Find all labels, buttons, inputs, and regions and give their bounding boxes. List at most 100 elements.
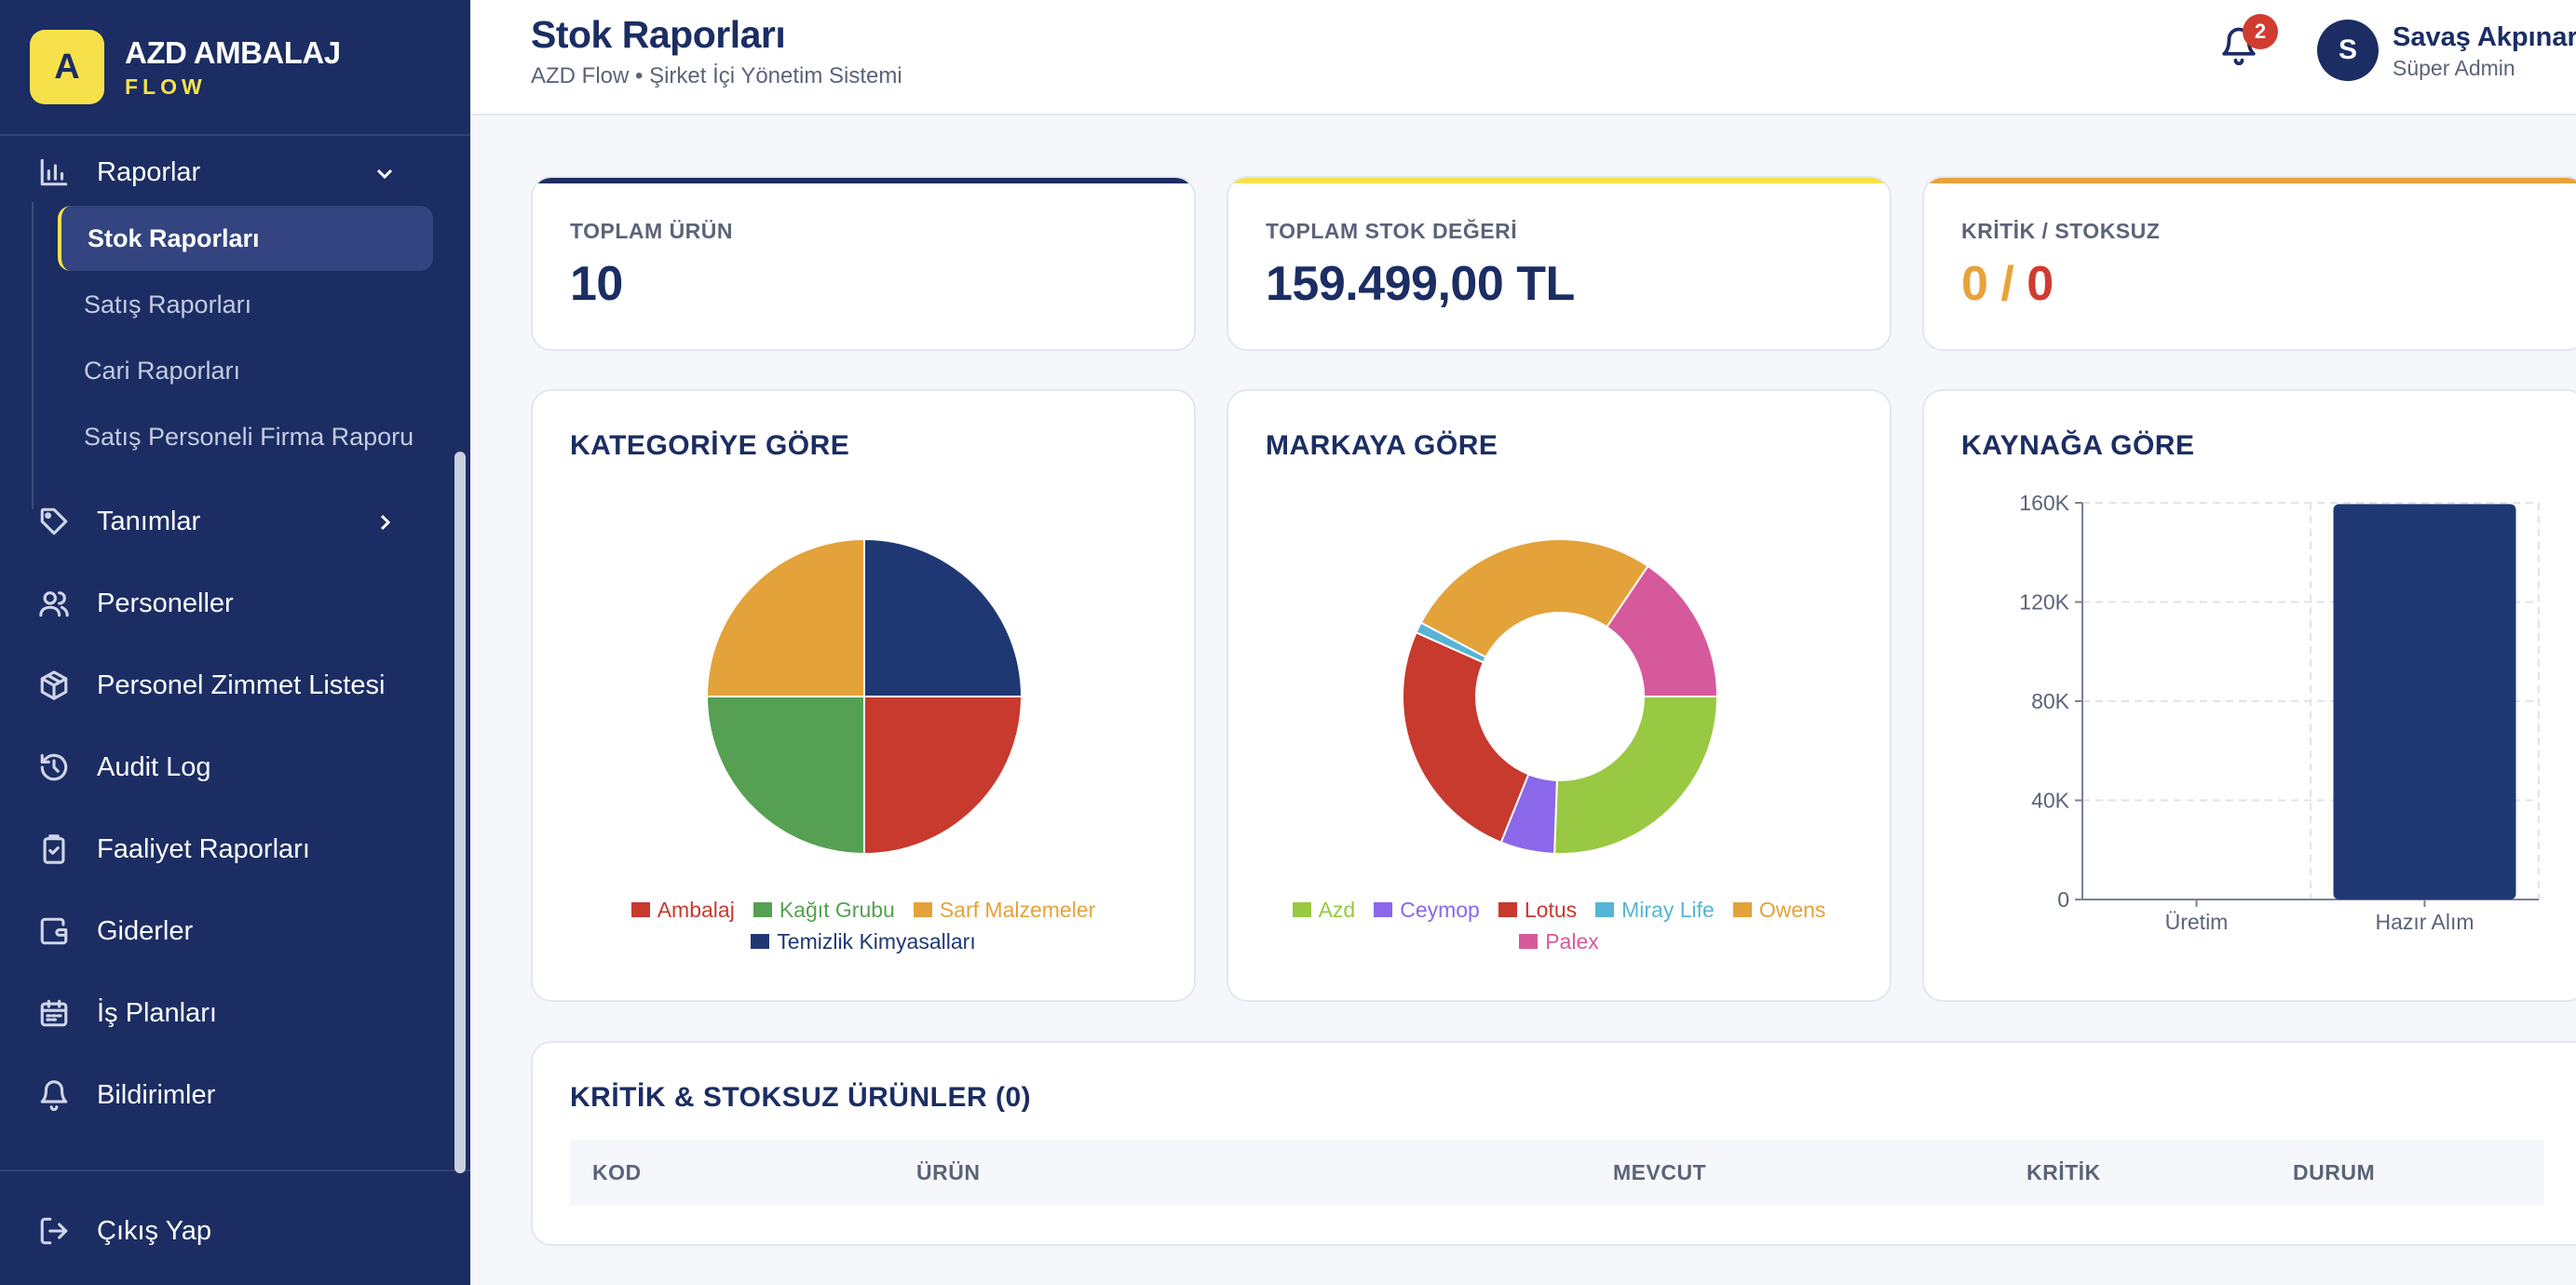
y-tick-label: 160K — [2019, 491, 2069, 515]
logout-button[interactable]: Çıkış Yap — [0, 1201, 447, 1261]
column-header-kod[interactable]: KOD — [592, 1160, 642, 1184]
chart-legend: Ambalaj Kağıt Grubu Sarf Malzemeler Temizli… — [533, 894, 1194, 957]
legend-swatch — [751, 934, 770, 949]
top-header: Stok Raporları AZD Flow • Şirket İçi Yön… — [470, 0, 2576, 115]
tag-icon — [37, 505, 71, 538]
sidebar-item-label: Personeller — [97, 588, 234, 618]
sidebar-item-giderler[interactable]: Giderler — [0, 901, 447, 961]
table-title: KRİTİK & STOKSUZ ÜRÜNLER (0) — [570, 1082, 1032, 1113]
avatar[interactable]: S — [2317, 20, 2379, 81]
sidebar-item-personel-zimmet-listesi[interactable]: Personel Zimmet Listesi — [0, 656, 447, 715]
legend-item-lotus[interactable]: Lotus — [1498, 894, 1577, 926]
legend-swatch — [752, 902, 772, 917]
wallet-icon — [37, 914, 71, 948]
page-title: Stok Raporları — [531, 13, 786, 56]
sidebar-item-audit-log[interactable]: Audit Log — [0, 737, 447, 797]
stat-value: 159.499,00 TL — [1266, 257, 1575, 311]
pie-slice-ambalaj[interactable] — [863, 696, 1024, 856]
sidebar-item-raporlar[interactable]: Raporlar — [0, 142, 447, 202]
y-tick-label: 120K — [2019, 590, 2069, 615]
sidebar-item-is-planlari[interactable]: İş Planları — [0, 983, 447, 1043]
pie-slice-owens[interactable] — [1419, 538, 1649, 659]
chevron-right-icon[interactable] — [373, 510, 396, 541]
sidebar: A AZD AMBALAJ FLOW Raporlar Stok Raporla… — [0, 0, 470, 1285]
critical-products-table-card: KRİTİK & STOKSUZ ÜRÜNLER (0) KOD ÜRÜN ME… — [531, 1041, 2576, 1246]
user-name[interactable]: Savaş Akpınar — [2393, 22, 2576, 52]
table-header: KOD ÜRÜN MEVCUT KRİTİK DURUM — [570, 1140, 2544, 1205]
sidebar-subitem-stok-raporlari[interactable]: Stok Raporları — [58, 206, 433, 271]
sidebar-item-tanimlar[interactable]: Tanımlar — [0, 492, 447, 551]
sidebar-scrollbar[interactable] — [454, 452, 466, 1173]
stat-label: KRİTİK / STOKSUZ — [1961, 219, 2161, 243]
brand-donut-chart — [1402, 538, 1719, 855]
brand-logo: A — [30, 30, 104, 104]
notification-badge: 2 — [2243, 14, 2278, 49]
sidebar-item-bildirimler[interactable]: Bildirimler — [0, 1065, 447, 1125]
sidebar-item-personeller[interactable]: Personeller — [0, 574, 447, 633]
stat-card-total-products: TOPLAM ÜRÜN 10 — [531, 176, 1196, 351]
critical-count: 0 — [1961, 257, 1988, 311]
y-tick-label: 80K — [2031, 689, 2070, 713]
pie-slice-palex[interactable] — [1605, 564, 1719, 697]
legend-item-sarf-malzemeler[interactable]: Sarf Malzemeler — [913, 894, 1096, 926]
legend-label: Kağıt Grubu — [779, 898, 895, 922]
sidebar-subitem-cari-raporlari[interactable]: Cari Raporları — [84, 356, 241, 385]
legend-item-kagit-grubu[interactable]: Kağıt Grubu — [752, 894, 895, 926]
legend-label: Azd — [1318, 898, 1356, 922]
sidebar-item-label: Tanımlar — [97, 506, 201, 536]
column-header-urun[interactable]: ÜRÜN — [916, 1160, 981, 1184]
bell-icon — [37, 1078, 71, 1112]
stat-card-critical-out-of-stock: KRİTİK / STOKSUZ 0 / 0 — [1922, 176, 2576, 351]
sidebar-subitem-satis-personeli-firma-raporu[interactable]: Satış Personeli Firma Raporu — [84, 422, 414, 451]
legend-swatch — [1374, 902, 1393, 917]
legend-item-palex[interactable]: Palex — [1519, 926, 1599, 957]
legend-swatch — [1498, 902, 1517, 917]
logout-icon — [37, 1214, 71, 1248]
legend-label: Palex — [1545, 929, 1599, 954]
stat-value: 0 / 0 — [1961, 256, 2054, 312]
legend-label: Sarf Malzemeler — [939, 898, 1096, 922]
sidebar-item-faaliyet-raporlari[interactable]: Faaliyet Raporları — [0, 819, 447, 879]
legend-item-ambalaj[interactable]: Ambalaj — [630, 894, 735, 926]
column-header-durum[interactable]: DURUM — [2293, 1160, 2376, 1184]
package-icon — [37, 669, 71, 702]
chart-title: MARKAYA GÖRE — [1266, 430, 1498, 461]
chevron-down-icon[interactable] — [373, 161, 396, 192]
sidebar-subitem-satis-raporlari[interactable]: Satış Raporları — [84, 290, 252, 318]
category-pie-chart — [705, 537, 1024, 856]
page-subtitle: AZD Flow • Şirket İçi Yönetim Sistemi — [531, 63, 902, 88]
sidebar-item-label: Bildirimler — [97, 1079, 216, 1110]
bell-icon — [2219, 27, 2258, 69]
legend-item-miray-life[interactable]: Miray Life — [1595, 894, 1715, 926]
pie-slice-kagit-grubu[interactable] — [705, 696, 865, 856]
users-icon — [37, 587, 71, 620]
pie-slice-lotus[interactable] — [1402, 630, 1530, 844]
legend-item-temizlik-kimyasallari[interactable]: Temizlik Kimyasalları — [751, 926, 976, 957]
column-header-kritik[interactable]: KRİTİK — [2027, 1160, 2101, 1184]
sidebar-item-label: Giderler — [97, 915, 194, 946]
chart-legend: Azd Ceymop Lotus Miray Life Owens Palex — [1228, 894, 1890, 957]
legend-item-azd[interactable]: Azd — [1292, 894, 1356, 926]
sidebar-item-label: Personel Zimmet Listesi — [97, 670, 386, 700]
history-icon — [37, 751, 71, 784]
card-accent — [1228, 178, 1890, 183]
column-header-mevcut[interactable]: MEVCUT — [1613, 1160, 1707, 1184]
pie-slice-azd[interactable] — [1553, 696, 1719, 855]
legend-item-owens[interactable]: Owens — [1732, 894, 1825, 926]
stat-label: TOPLAM STOK DEĞERİ — [1266, 219, 1518, 243]
legend-swatch — [1595, 902, 1615, 917]
legend-item-ceymop[interactable]: Ceymop — [1374, 894, 1480, 926]
bar-hazir-alim[interactable] — [2333, 504, 2516, 900]
sidebar-item-label: Faaliyet Raporları — [97, 833, 310, 864]
pie-slice-sarf-malzemeler[interactable] — [705, 537, 865, 697]
brand[interactable]: A AZD AMBALAJ FLOW — [0, 0, 470, 136]
sidebar-item-label: İş Planları — [97, 997, 217, 1028]
pie-slice-temizlik-kimyasallari[interactable] — [863, 537, 1024, 697]
chart-card-category: KATEGORİYE GÖRE Ambalaj Kağıt Grubu Sarf M… — [531, 389, 1196, 1002]
legend-label: Temizlik Kimyasalları — [777, 929, 976, 954]
subnav-line — [32, 202, 34, 509]
out-of-stock-count: 0 — [2027, 257, 2054, 311]
sidebar-item-label: Raporlar — [97, 156, 201, 187]
brand-text: AZD AMBALAJ FLOW — [125, 35, 341, 100]
chart-title: KATEGORİYE GÖRE — [570, 430, 850, 461]
